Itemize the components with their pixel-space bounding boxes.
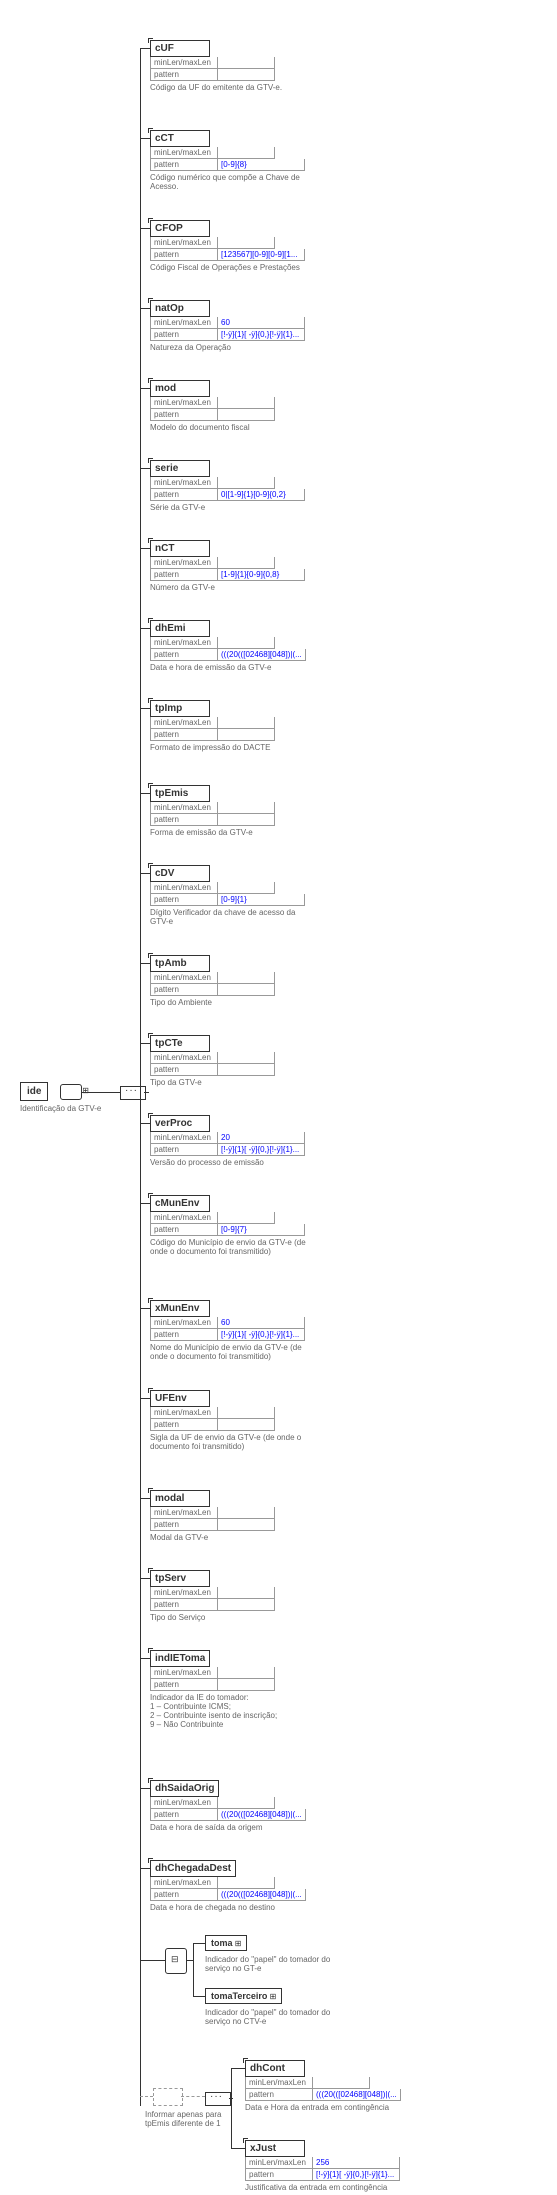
element-head: tpImp (150, 700, 210, 717)
element-head: nCT (150, 540, 210, 557)
element-desc: Data e Hora da entrada em contingência (245, 2103, 401, 2112)
root-label: ide (27, 1086, 41, 1097)
element-desc: Código Fiscal de Operações e Prestações (150, 263, 305, 272)
element-natOp: natOpminLen/maxLen60pattern[!-ÿ]{1}[ -ÿ]… (150, 300, 305, 352)
sequence-main (120, 1086, 146, 1100)
element-head: cUF (150, 40, 210, 57)
element-tpCTe: tpCTeminLen/maxLenpatternTipo da GTV-e (150, 1035, 275, 1087)
element-head: tpCTe (150, 1035, 210, 1052)
element-tpEmis: tpEmisminLen/maxLenpatternForma de emiss… (150, 785, 275, 837)
element-desc: Nome do Município de envio da GTV-e (de … (150, 1343, 310, 1361)
element-head: serie (150, 460, 210, 477)
element-serie: serieminLen/maxLenpattern0|[1-9]{1}[0-9]… (150, 460, 305, 512)
element-desc: Natureza da Operação (150, 343, 305, 352)
element-head: tpServ (150, 1570, 210, 1587)
element-head: verProc (150, 1115, 210, 1132)
element-head: cDV (150, 865, 210, 882)
element-desc: Data e hora de saída da origem (150, 1823, 306, 1832)
element-head: dhEmi (150, 620, 210, 637)
element-desc: Modal da GTV-e (150, 1533, 275, 1542)
element-head: xJust (245, 2140, 305, 2157)
element-desc: Forma de emissão da GTV-e (150, 828, 275, 837)
element-modal: modalminLen/maxLenpatternModal da GTV-e (150, 1490, 275, 1542)
element-indIEToma: indIETomaminLen/maxLenpatternIndicador d… (150, 1650, 277, 1729)
element-desc: Série da GTV-e (150, 503, 305, 512)
element-xJust: xJustminLen/maxLen256pattern[!-ÿ]{1}[ -ÿ… (245, 2140, 400, 2192)
tomaTerceiro-box: tomaTerceiro (205, 1988, 282, 2004)
element-xMunEnv: xMunEnvminLen/maxLen60pattern[!-ÿ]{1}[ -… (150, 1300, 310, 1361)
element-desc: Formato de impressão do DACTE (150, 743, 275, 752)
element-dhCont: dhContminLen/maxLenpattern(((20(([02468]… (245, 2060, 401, 2112)
element-desc: Número da GTV-e (150, 583, 305, 592)
toma-box: toma (205, 1935, 247, 1951)
element-head: tpEmis (150, 785, 210, 802)
element-CFOP: CFOPminLen/maxLenpattern[123567][0-9][0-… (150, 220, 305, 272)
element-desc: Código numérico que compõe a Chave de Ac… (150, 173, 310, 191)
element-nCT: nCTminLen/maxLenpattern[1-9]{1}[0-9]{0,8… (150, 540, 305, 592)
element-desc: Código da UF do emitente da GTV-e. (150, 83, 282, 92)
element-dhEmi: dhEmiminLen/maxLenpattern(((20(([02468][… (150, 620, 306, 672)
element-desc: Justificativa da entrada em contingência (245, 2183, 400, 2192)
element-cMunEnv: cMunEnvminLen/maxLenpattern[0-9]{7}Códig… (150, 1195, 310, 1256)
element-desc: Sigla da UF de envio da GTV-e (de onde o… (150, 1433, 310, 1451)
element-desc: Indicador da IE do tomador:1 – Contribui… (150, 1693, 277, 1729)
element-head: CFOP (150, 220, 210, 237)
element-head: dhCont (245, 2060, 305, 2077)
element-desc: Dígito Verificador da chave de acesso da… (150, 908, 310, 926)
element-desc: Tipo do Ambiente (150, 998, 275, 1007)
element-cDV: cDVminLen/maxLenpattern[0-9]{1}Dígito Ve… (150, 865, 310, 926)
element-cUF: cUFminLen/maxLenpatternCódigo da UF do e… (150, 40, 282, 92)
choice-box (165, 1948, 187, 1974)
element-desc: Modelo do documento fiscal (150, 423, 275, 432)
element-dhChegadaDest: dhChegadaDestminLen/maxLenpattern(((20((… (150, 1860, 306, 1912)
element-head: natOp (150, 300, 210, 317)
element-dhSaidaOrig: dhSaidaOrigminLen/maxLenpattern(((20(([0… (150, 1780, 306, 1832)
element-desc: Data e hora de chegada no destino (150, 1903, 306, 1912)
element-desc: Data e hora de emissão da GTV-e (150, 663, 306, 672)
element-head: cMunEnv (150, 1195, 210, 1212)
element-head: modal (150, 1490, 210, 1507)
element-desc: Tipo da GTV-e (150, 1078, 275, 1087)
element-head: dhChegadaDest (150, 1860, 236, 1877)
element-cCT: cCTminLen/maxLenpattern[0-9]{8}Código nu… (150, 130, 310, 191)
element-head: dhSaidaOrig (150, 1780, 219, 1797)
element-desc: Versão do processo de emissão (150, 1158, 305, 1167)
root-connector (60, 1084, 82, 1100)
element-tpImp: tpImpminLen/maxLenpatternFormato de impr… (150, 700, 275, 752)
element-tpAmb: tpAmbminLen/maxLenpatternTipo do Ambient… (150, 955, 275, 1007)
optional-box (153, 2088, 183, 2106)
element-head: UFEnv (150, 1390, 210, 1407)
element-head: cCT (150, 130, 210, 147)
element-desc: Tipo do Serviço (150, 1613, 275, 1622)
element-verProc: verProcminLen/maxLen20pattern[!-ÿ]{1}[ -… (150, 1115, 305, 1167)
element-head: mod (150, 380, 210, 397)
element-mod: modminLen/maxLenpatternModelo do documen… (150, 380, 275, 432)
element-head: indIEToma (150, 1650, 210, 1667)
element-head: tpAmb (150, 955, 210, 972)
element-tpServ: tpServminLen/maxLenpatternTipo do Serviç… (150, 1570, 275, 1622)
element-desc: Código do Município de envio da GTV-e (d… (150, 1238, 310, 1256)
optional-seq (205, 2092, 231, 2106)
element-UFEnv: UFEnvminLen/maxLenpatternSigla da UF de … (150, 1390, 310, 1451)
element-head: xMunEnv (150, 1300, 210, 1317)
